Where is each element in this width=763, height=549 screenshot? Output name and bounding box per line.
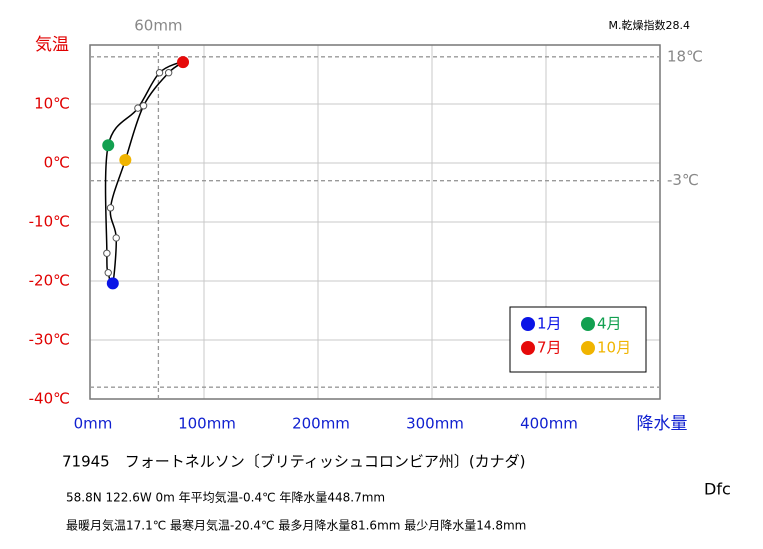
month-point bbox=[106, 204, 115, 212]
month-point bbox=[106, 277, 119, 290]
month-point bbox=[139, 102, 148, 110]
y-tick-label: -40℃ bbox=[29, 390, 70, 408]
month-point bbox=[112, 234, 120, 242]
reference-label: 18℃ bbox=[667, 47, 703, 65]
info-line: 58.8N 122.6W 0m 年平均気温-0.4℃ 年降水量448.7mm bbox=[66, 490, 385, 505]
legend-marker bbox=[521, 341, 535, 355]
x-tick-label: 400mm bbox=[520, 415, 578, 433]
legend-marker bbox=[521, 317, 535, 331]
month-point bbox=[119, 154, 132, 167]
legend-marker bbox=[581, 317, 595, 331]
legend-marker bbox=[581, 341, 595, 355]
month-point bbox=[164, 69, 173, 77]
y-tick-label: 0℃ bbox=[44, 154, 70, 172]
y-tick-label: -10℃ bbox=[29, 213, 70, 231]
legend-label: 10月 bbox=[597, 339, 631, 357]
x-axis-label: 降水量 bbox=[637, 414, 688, 434]
legend-label: 4月 bbox=[597, 315, 622, 333]
month-point bbox=[102, 139, 115, 152]
legend-label: 1月 bbox=[537, 315, 562, 333]
reference-label: -3℃ bbox=[667, 171, 699, 189]
x-tick-label: 200mm bbox=[292, 415, 350, 433]
month-point bbox=[155, 69, 164, 77]
month-point bbox=[177, 56, 190, 69]
climate-line bbox=[104, 61, 184, 286]
x-tick-label: 0mm bbox=[74, 415, 113, 433]
y-axis-label: 気温 bbox=[35, 35, 69, 55]
info-line: 最暖月気温17.1℃ 最寒月気温-20.4℃ 最多月降水量81.6mm 最少月降… bbox=[66, 518, 526, 533]
y-tick-label: 10℃ bbox=[34, 95, 70, 113]
y-tick-label: -30℃ bbox=[29, 331, 70, 349]
legend-box bbox=[509, 306, 647, 373]
month-point bbox=[104, 269, 112, 277]
legend-label: 7月 bbox=[537, 339, 562, 357]
plot-frame bbox=[89, 44, 661, 400]
x-tick-label: 300mm bbox=[406, 415, 464, 433]
y-tick-label: -20℃ bbox=[29, 272, 70, 290]
climate-class: Dfc bbox=[704, 480, 731, 499]
month-point bbox=[103, 249, 111, 257]
aridity-index: M.乾燥指数28.4 bbox=[609, 18, 690, 32]
x-tick-label: 100mm bbox=[178, 415, 236, 433]
station-title: 71945 フォートネルソン〔ブリティッシュコロンビア州〕(カナダ) bbox=[62, 453, 526, 471]
reference-label: 60mm bbox=[134, 17, 182, 35]
